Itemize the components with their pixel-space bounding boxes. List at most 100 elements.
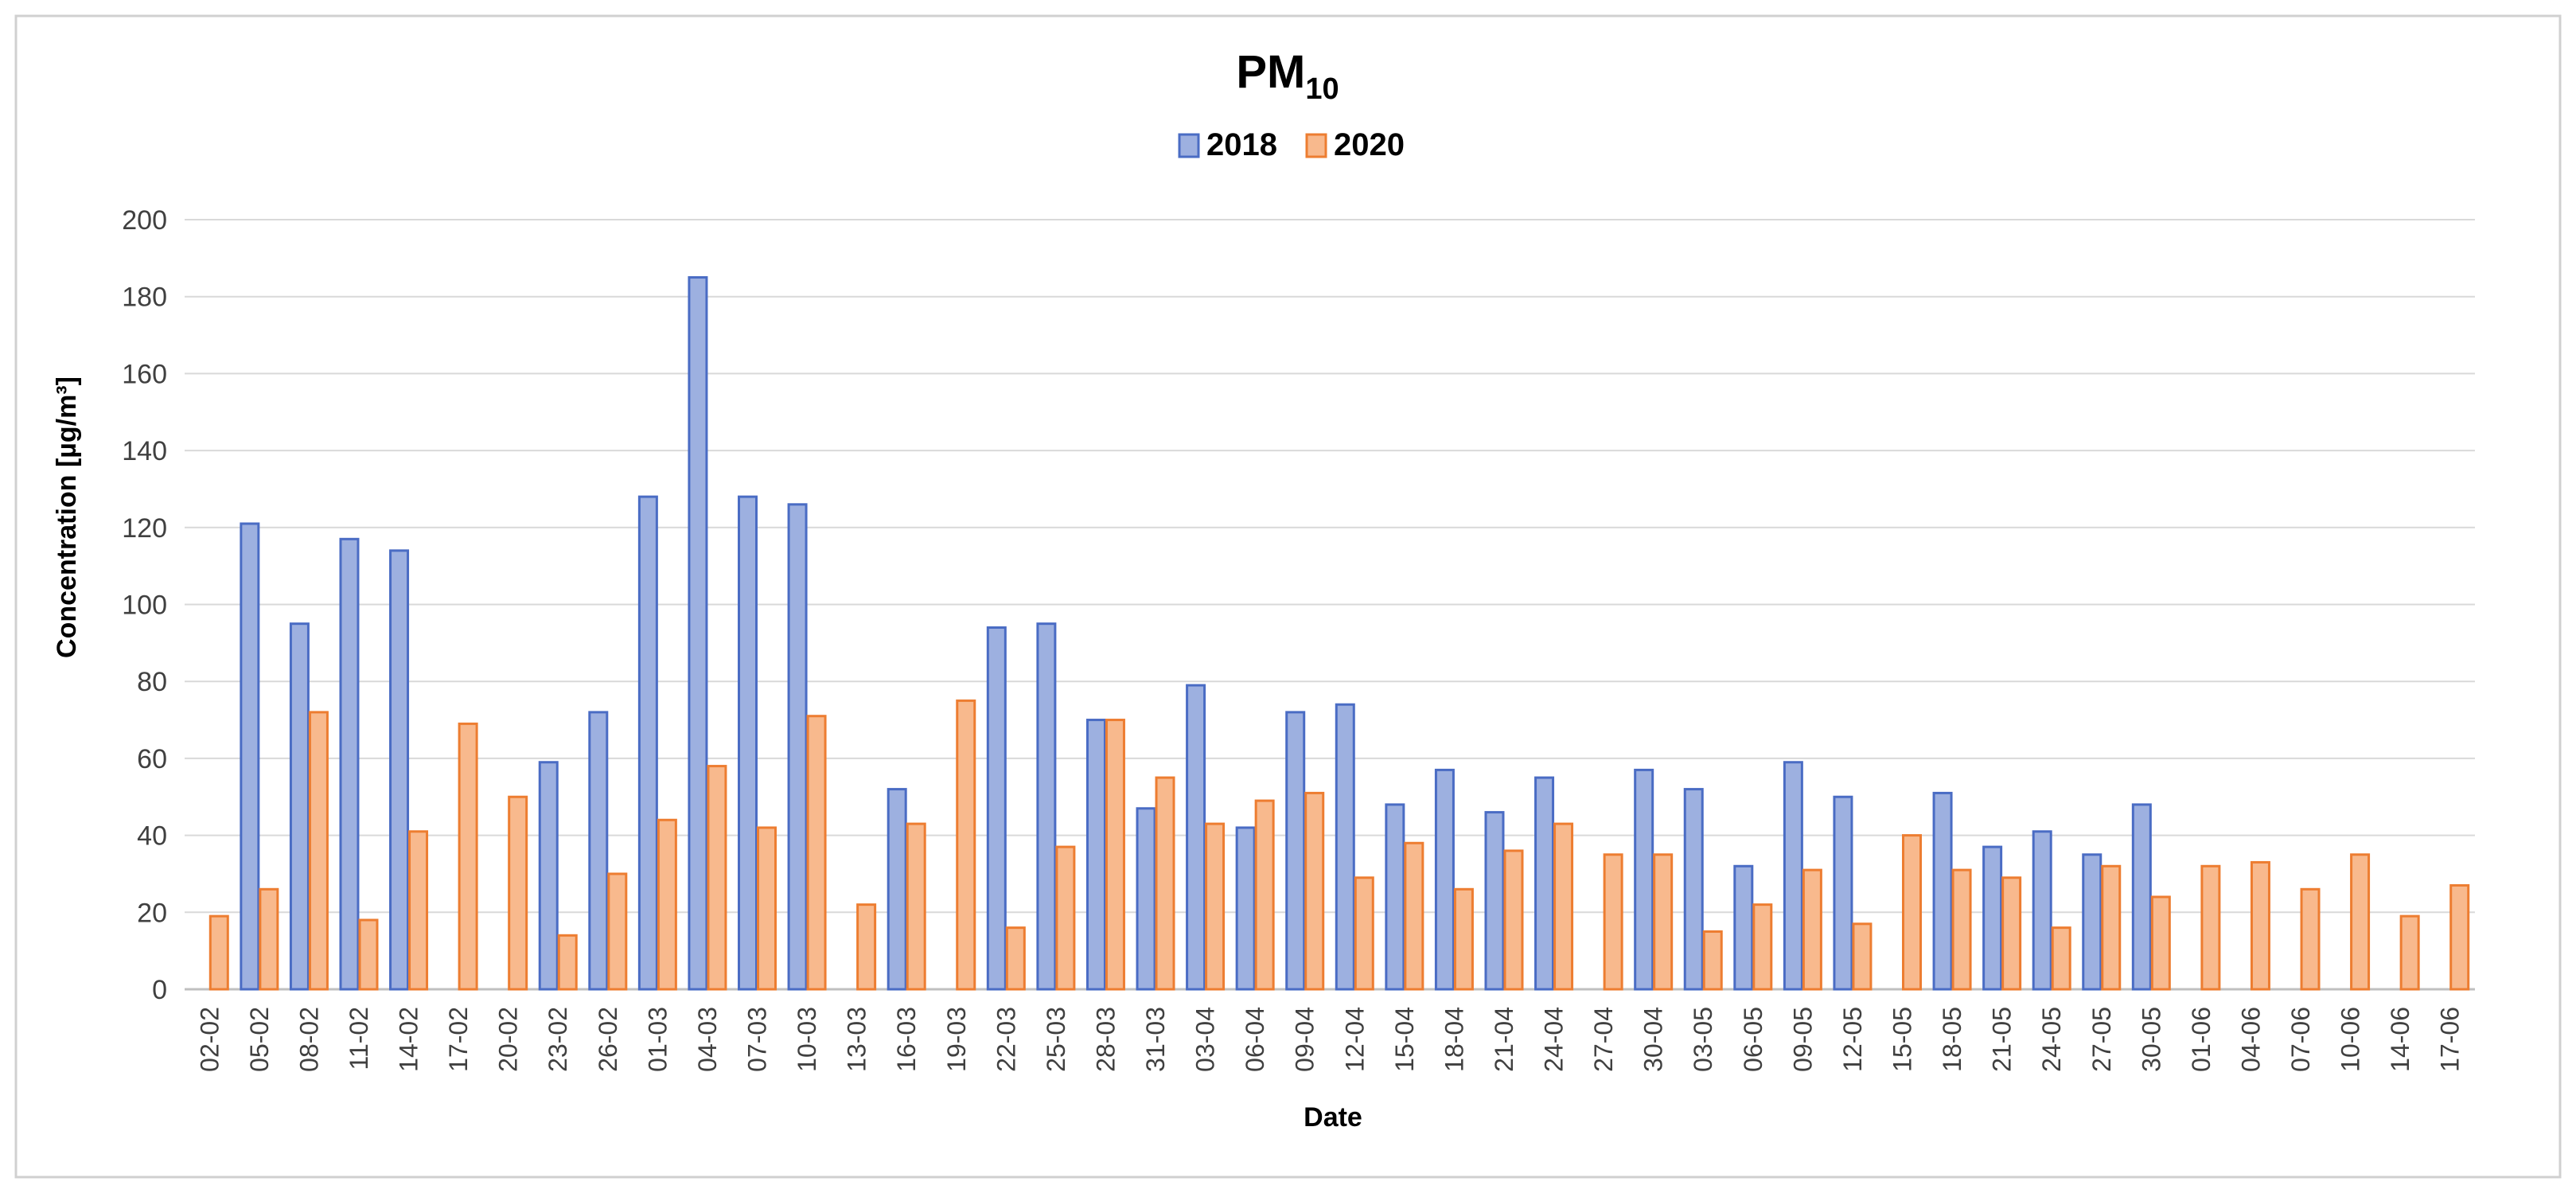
x-tick-label: 23-02 xyxy=(544,1007,572,1072)
bar-2020-09-04 xyxy=(1304,791,1325,991)
bar-2020-05-02 xyxy=(259,887,279,991)
x-tick-label: 25-03 xyxy=(1042,1007,1070,1072)
bar-2020-11-02 xyxy=(358,918,379,991)
bar-2020-22-03 xyxy=(1005,926,1026,991)
bar-2020-04-06 xyxy=(2250,860,2270,991)
x-tick-label: 18-05 xyxy=(1938,1007,1966,1072)
legend-label-2020: 2020 xyxy=(1334,127,1405,162)
bar-2020-08-02 xyxy=(308,711,329,991)
x-tick-label: 09-05 xyxy=(1788,1007,1817,1072)
x-tick-label: 31-03 xyxy=(1141,1007,1170,1072)
bar-2018-16-03 xyxy=(887,788,907,991)
chart-title-main: PM xyxy=(1236,46,1305,98)
bar-2018-06-05 xyxy=(1733,864,1754,991)
x-tick-label: 17-02 xyxy=(444,1007,473,1072)
bar-2018-04-03 xyxy=(688,276,708,991)
x-tick-label: 05-02 xyxy=(245,1007,274,1072)
bar-2018-03-04 xyxy=(1186,684,1206,991)
bar-2018-26-02 xyxy=(588,711,609,991)
bar-2018-31-03 xyxy=(1136,807,1156,991)
y-tick-label: 0 xyxy=(152,975,167,1005)
bar-2020-31-03 xyxy=(1155,776,1175,991)
legend-swatch-2018 xyxy=(1178,133,1200,158)
x-tick-label: 01-06 xyxy=(2187,1007,2216,1072)
bar-2018-14-02 xyxy=(389,549,410,991)
x-tick-label: 07-06 xyxy=(2286,1007,2315,1072)
x-tick-label: 19-03 xyxy=(942,1007,971,1072)
bar-2020-14-02 xyxy=(408,830,429,991)
x-tick-label: 14-02 xyxy=(395,1007,423,1072)
y-tick-label: 40 xyxy=(137,821,167,852)
bar-2020-04-03 xyxy=(707,765,727,991)
bar-2020-23-02 xyxy=(557,934,578,991)
x-tick-label: 11-02 xyxy=(345,1007,373,1070)
x-tick-label: 12-05 xyxy=(1838,1007,1867,1072)
bar-2018-11-02 xyxy=(339,537,360,991)
x-tick-label: 03-05 xyxy=(1689,1007,1717,1072)
y-axis-ticks: 0 20 40 60 80 100 120 140 160 180 200 xyxy=(122,205,167,1005)
x-tick-label: 12-04 xyxy=(1340,1007,1369,1072)
bar-2018-07-03 xyxy=(738,495,758,991)
bar-2018-08-02 xyxy=(289,622,310,991)
bar-2020-30-04 xyxy=(1653,853,1674,991)
bar-2018-18-04 xyxy=(1434,768,1455,991)
bar-2018-09-04 xyxy=(1285,711,1306,991)
bar-2018-25-03 xyxy=(1036,622,1057,991)
x-tick-label: 10-06 xyxy=(2336,1007,2365,1072)
bar-2020-18-05 xyxy=(1951,868,1972,991)
bar-2020-26-02 xyxy=(607,872,628,991)
bar-2020-21-04 xyxy=(1503,849,1524,991)
chart-title: PM10 xyxy=(1236,46,1339,106)
bar-2020-28-03 xyxy=(1105,719,1125,991)
x-tick-label: 21-04 xyxy=(1490,1007,1518,1072)
x-tick-label: 30-04 xyxy=(1639,1007,1668,1072)
bar-2020-06-04 xyxy=(1254,799,1275,991)
bar-2020-16-03 xyxy=(906,822,926,991)
y-axis-label: Concentration [µg/m³] xyxy=(52,376,82,658)
x-tick-label: 22-03 xyxy=(992,1007,1020,1072)
bar-2020-17-02 xyxy=(458,722,478,991)
x-tick-label: 04-03 xyxy=(693,1007,722,1072)
x-tick-label: 17-06 xyxy=(2436,1007,2465,1072)
bar-2020-02-02 xyxy=(208,914,229,991)
chart-title-subscript: 10 xyxy=(1305,72,1339,106)
gridlines xyxy=(185,219,2475,991)
x-tick-label: 07-03 xyxy=(743,1007,772,1072)
y-tick-label: 20 xyxy=(137,898,167,928)
bar-2018-22-03 xyxy=(986,626,1007,991)
y-tick-label: 160 xyxy=(122,359,167,389)
bar-2018-01-03 xyxy=(637,495,658,991)
bars xyxy=(208,276,2470,991)
x-tick-label: 15-05 xyxy=(1888,1007,1917,1072)
bar-2020-27-05 xyxy=(2101,864,2122,991)
bar-2018-24-04 xyxy=(1534,776,1555,991)
bar-2018-09-05 xyxy=(1783,761,1803,991)
x-tick-label: 10-03 xyxy=(793,1007,821,1072)
bar-2018-18-05 xyxy=(1932,791,1953,991)
bar-2020-14-06 xyxy=(2399,914,2420,991)
y-tick-label: 120 xyxy=(122,513,167,544)
bar-2018-28-03 xyxy=(1085,719,1106,991)
bar-2020-12-05 xyxy=(1852,922,1873,991)
x-tick-label: 27-05 xyxy=(2087,1007,2116,1072)
x-tick-label: 18-04 xyxy=(1440,1007,1468,1072)
x-tick-label: 08-02 xyxy=(294,1007,323,1072)
bar-2020-07-03 xyxy=(757,826,777,991)
x-tick-label: 26-02 xyxy=(594,1007,622,1072)
bar-2018-15-04 xyxy=(1385,803,1405,991)
bar-2018-12-04 xyxy=(1335,703,1355,991)
x-axis-ticks: 02-02 05-02 08-02 11-02 14-02 17-02 20-02 23-02… xyxy=(195,1007,2464,1072)
bar-2020-06-05 xyxy=(1752,903,1773,991)
x-tick-label: 09-04 xyxy=(1291,1007,1319,1072)
x-tick-label: 14-06 xyxy=(2386,1007,2414,1072)
bar-2018-06-04 xyxy=(1235,826,1256,991)
bar-2018-03-05 xyxy=(1683,788,1704,991)
legend: 2018 2020 xyxy=(1178,127,1405,162)
bar-2020-01-03 xyxy=(657,818,677,991)
y-tick-label: 80 xyxy=(137,667,167,697)
x-tick-label: 24-04 xyxy=(1540,1007,1569,1072)
x-tick-label: 28-03 xyxy=(1091,1007,1120,1072)
bar-2018-30-04 xyxy=(1634,768,1654,991)
bar-2020-20-02 xyxy=(508,795,528,991)
